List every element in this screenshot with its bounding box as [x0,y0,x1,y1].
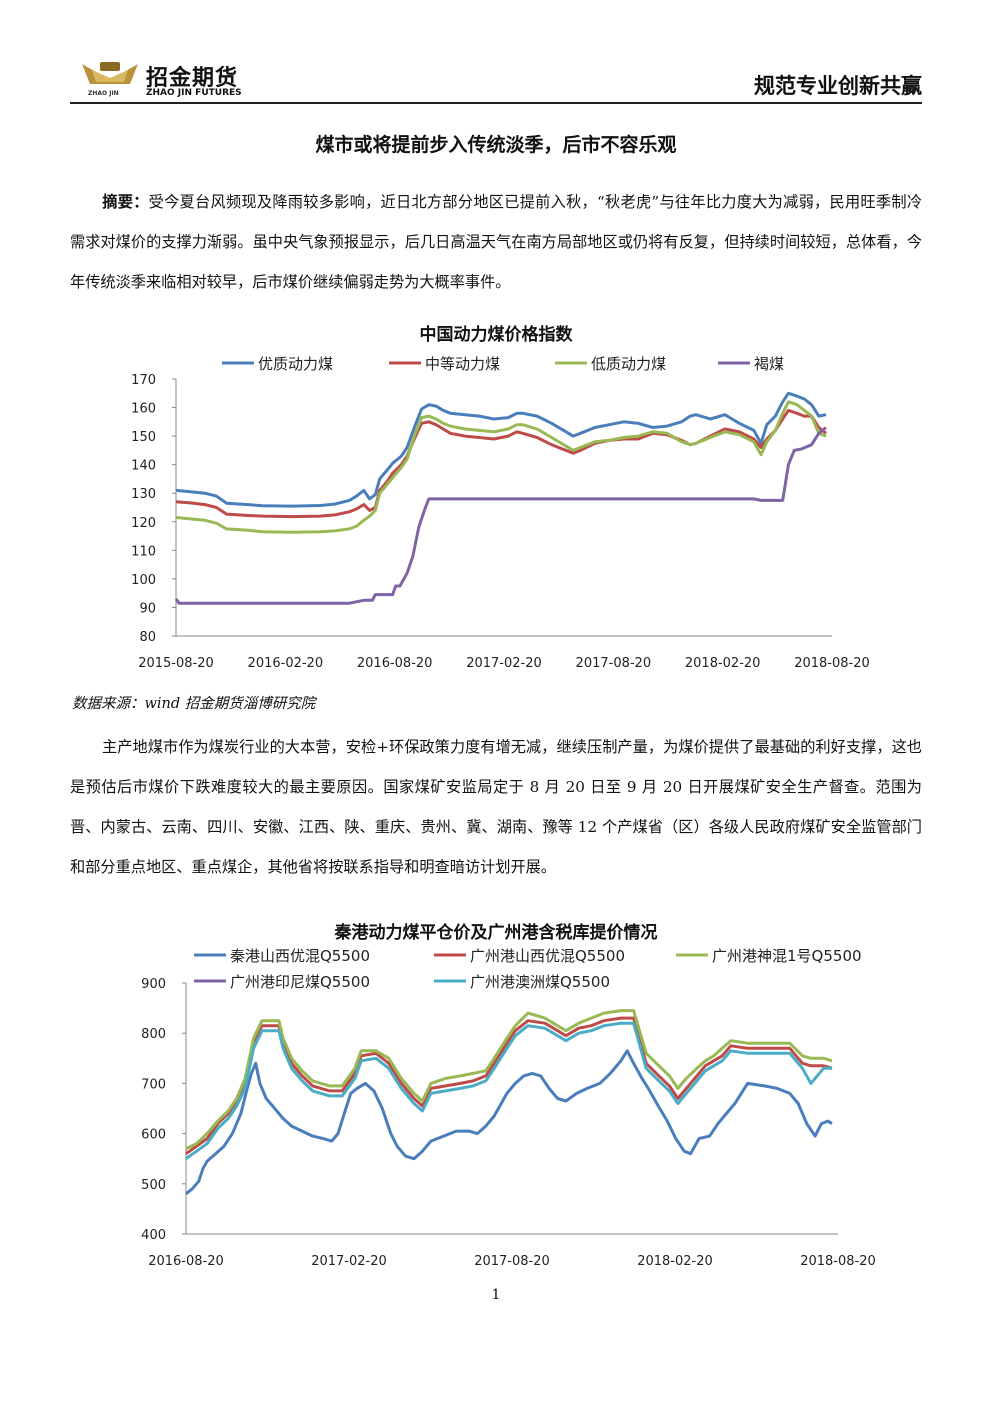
company-logo: ZHAO JIN 招金期货 ZHAO JIN FUTURES [76,58,266,102]
legend-label: 广州港澳洲煤Q5500 [470,973,610,991]
x-tick-label: 2018-02-20 [637,1254,713,1269]
x-tick-label: 2018-08-20 [794,656,870,671]
abstract-text: 受今夏台风频现及降雨较多影响，近日北方部分地区已提前入秋，“秋老虎”与往年比力度… [70,193,923,291]
document-title: 煤市或将提前步入传统淡季，后市不容乐观 [315,134,677,156]
y-tick-label: 100 [131,573,156,588]
x-tick-label: 2017-02-20 [311,1254,387,1269]
y-tick-label: 80 [139,630,156,645]
x-tick-label: 2016-08-20 [357,656,433,671]
series-line-3 [174,426,827,605]
logo-text-en: ZHAO JIN FUTURES [146,88,242,98]
chart1-title: 中国动力煤价格指数 [419,325,573,345]
legend-label: 中等动力煤 [425,355,500,373]
legend-label: 秦港山西优混Q5500 [230,947,370,965]
x-tick-label: 2017-08-20 [576,656,652,671]
y-tick-label: 170 [131,373,156,388]
abstract-label: 摘要： [102,193,149,211]
legend-label: 广州港神混1号Q5500 [712,947,862,965]
y-tick-label: 140 [131,459,156,474]
legend-label: 低质动力煤 [591,355,666,373]
legend-label: 广州港山西优混Q5500 [470,947,625,965]
legend-label: 优质动力煤 [258,355,333,373]
header-slogan: 规范专业创新共赢 [754,74,922,98]
abstract-paragraph: 摘要：受今夏台风频现及降雨较多影响，近日北方部分地区已提前入秋，“秋老虎”与往年… [70,182,922,302]
y-tick-label: 400 [141,1228,166,1243]
logo-small-en: ZHAO JIN [88,90,119,97]
port-price-chart: 900 800 700 600 500 400 2016-08-20 2017-02-20 20… [141,947,876,1269]
y-tick-label: 120 [131,516,156,531]
series-line-2 [175,400,827,534]
page-header: ZHAO JIN 招金期货 ZHAO JIN FUTURES 规范专业创新共赢 [70,58,922,102]
y-tick-label: 130 [131,487,156,502]
logo-emblem-icon [82,62,138,84]
y-tick-label: 700 [141,1077,166,1092]
y-tick-label: 110 [131,544,156,559]
x-tick-label: 2016-08-20 [148,1254,224,1269]
y-tick-label: 160 [131,402,156,417]
series-line-1 [175,408,827,519]
y-tick-label: 900 [141,977,166,992]
x-tick-label: 2016-02-20 [248,656,324,671]
x-tick-label: 2018-08-20 [800,1254,876,1269]
x-tick-label: 2017-08-20 [474,1254,550,1269]
body-paragraph: 主产地煤市作为煤炭行业的大本营，安检+环保政策力度有增无减，继续压制产量，为煤价… [70,727,922,887]
page-number: 1 [491,1287,501,1303]
logo-text-cn: 招金期货 [146,66,239,91]
coal-price-index-chart: 170 160 150 140 130 120 110 100 90 80 2015-08-20 20… [131,355,870,671]
y-tick-label: 600 [141,1128,166,1143]
series-line-2 [185,1009,833,1151]
legend-label: 广州港印尼煤Q5500 [230,973,370,991]
y-tick-label: 800 [141,1027,166,1042]
source-note: 数据来源：wind 招金期货淄博研究院 [72,696,316,712]
header-divider [70,102,922,104]
series-line-0 [185,1049,833,1195]
y-tick-label: 90 [139,601,156,616]
legend-label: 褐煤 [754,355,784,373]
chart2-title: 秦港动力煤平仓价及广州港含税库提价情况 [334,923,658,943]
x-tick-label: 2017-02-20 [466,656,542,671]
x-tick-label: 2015-08-20 [138,656,214,671]
y-tick-label: 500 [141,1178,166,1193]
x-tick-label: 2018-02-20 [685,656,761,671]
y-tick-label: 150 [131,430,156,445]
series-line-4 [185,1021,832,1160]
body-paragraph-text: 主产地煤市作为煤炭行业的大本营，安检+环保政策力度有增无减，继续压制产量，为煤价… [70,738,922,876]
series-line-0 [175,391,827,508]
